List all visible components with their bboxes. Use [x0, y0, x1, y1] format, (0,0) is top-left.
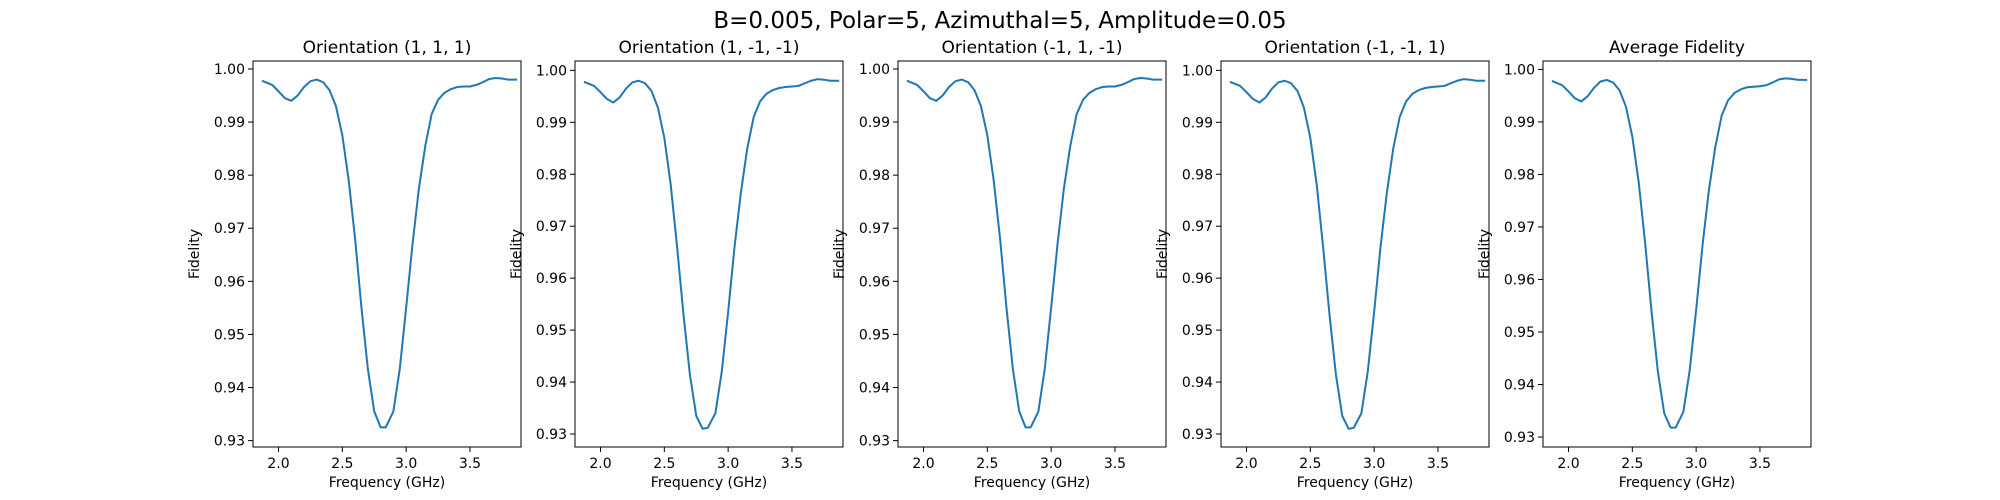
x-tick-label: 3.0	[1363, 456, 1385, 472]
subplot-3: Orientation (-1, 1, -1) 2.0 2.5 3.0 3.5 0.93 0…	[832, 38, 1167, 491]
y-tick-label: 0.96	[859, 274, 890, 290]
x-axis-label: Frequency (GHz)	[329, 475, 445, 491]
y-tick-label: 0.95	[859, 327, 890, 343]
y-tick-label: 0.99	[1504, 115, 1535, 131]
y-tick-label: 0.99	[214, 115, 245, 131]
y-tick-label: 0.94	[1504, 378, 1535, 394]
y-tick-label: 0.94	[859, 381, 890, 397]
figure-suptitle: B=0.005, Polar=5, Azimuthal=5, Amplitude…	[713, 8, 1286, 34]
subplot-title: Orientation (1, -1, -1)	[619, 38, 800, 58]
subplot-4: Orientation (-1, -1, 1) 2.0 2.5 3.0 3.5 0.93 0…	[1155, 38, 1490, 491]
y-tick-label: 0.95	[536, 323, 567, 339]
y-axis-label: Fidelity	[187, 229, 203, 279]
x-tick-label: 2.0	[1557, 456, 1579, 472]
plot-frame	[574, 60, 844, 448]
x-tick-label: 3.0	[1040, 456, 1062, 472]
y-tick-label: 0.98	[536, 167, 567, 183]
y-tick-label: 1.00	[214, 62, 245, 78]
y-tick-label: 0.93	[859, 434, 890, 450]
y-tick-label: 0.97	[536, 219, 567, 235]
y-axis-label: Fidelity	[509, 229, 525, 279]
x-axis-label: Frequency (GHz)	[974, 475, 1090, 491]
y-tick-label: 0.96	[214, 274, 245, 290]
fidelity-line	[583, 78, 840, 430]
y-tick-label: 0.98	[859, 168, 890, 184]
subplot-title: Orientation (-1, 1, -1)	[942, 38, 1123, 58]
y-tick-label: 0.93	[1182, 427, 1213, 443]
y-tick-label: 0.97	[214, 221, 245, 237]
fidelity-line	[1551, 77, 1808, 429]
x-tick-label: 3.0	[1685, 456, 1707, 472]
y-tick-label: 1.00	[1504, 62, 1535, 78]
y-axis-label: Fidelity	[1155, 229, 1171, 279]
x-tick-label: 2.5	[653, 456, 675, 472]
x-axis-label: Frequency (GHz)	[651, 475, 767, 491]
fidelity-line	[906, 76, 1163, 429]
y-tick-label: 0.98	[1182, 167, 1213, 183]
y-tick-label: 0.94	[536, 375, 567, 391]
y-axis-label: Fidelity	[832, 229, 848, 279]
subplot-2: Orientation (1, -1, -1) 2.0 2.5 3.0 3.5 0.93 0…	[509, 38, 844, 491]
y-tick-label: 0.98	[1504, 167, 1535, 183]
subplot-1: Orientation (1, 1, 1) 2.0 2.5 3.0 3.5 0.93 0.9…	[187, 38, 522, 491]
y-tick-label: 0.96	[1182, 271, 1213, 287]
fidelity-line	[261, 76, 518, 429]
x-tick-label: 2.5	[331, 456, 353, 472]
x-tick-label: 2.0	[267, 456, 289, 472]
subplot-grid: Orientation (1, 1, 1) 2.0 2.5 3.0 3.5 0.93 0.9…	[187, 38, 1812, 491]
x-tick-label: 3.5	[1104, 456, 1126, 472]
y-tick-label: 1.00	[1182, 63, 1213, 79]
x-tick-label: 3.0	[395, 456, 417, 472]
y-tick-label: 0.99	[859, 115, 890, 131]
y-tick-label: 0.93	[1504, 430, 1535, 446]
y-tick-label: 0.93	[536, 427, 567, 443]
y-tick-label: 0.96	[536, 271, 567, 287]
plot-frame	[1542, 60, 1812, 448]
subplot-title: Orientation (1, 1, 1)	[303, 38, 472, 58]
y-tick-label: 0.95	[214, 327, 245, 343]
y-tick-label: 1.00	[859, 62, 890, 78]
x-tick-label: 2.0	[589, 456, 611, 472]
y-tick-label: 0.97	[1182, 219, 1213, 235]
subplot-title: Average Fidelity	[1609, 38, 1745, 58]
x-tick-label: 2.0	[1235, 456, 1257, 472]
x-tick-label: 3.5	[459, 456, 481, 472]
y-tick-label: 0.95	[1504, 325, 1535, 341]
x-tick-label: 2.5	[976, 456, 998, 472]
y-tick-label: 0.96	[1504, 272, 1535, 288]
x-tick-label: 2.0	[912, 456, 934, 472]
x-tick-label: 2.5	[1299, 456, 1321, 472]
y-tick-label: 0.99	[1182, 115, 1213, 131]
x-axis-label: Frequency (GHz)	[1619, 475, 1735, 491]
y-tick-label: 0.98	[214, 168, 245, 184]
plot-frame	[252, 60, 522, 448]
y-tick-label: 0.95	[1182, 323, 1213, 339]
y-tick-label: 0.97	[859, 221, 890, 237]
subplot-title: Orientation (-1, -1, 1)	[1265, 38, 1446, 58]
y-tick-label: 1.00	[536, 63, 567, 79]
y-tick-label: 0.94	[214, 381, 245, 397]
x-tick-label: 2.5	[1621, 456, 1643, 472]
y-tick-label: 0.99	[536, 115, 567, 131]
plot-frame	[1220, 60, 1490, 448]
fidelity-line	[1229, 78, 1486, 430]
y-tick-label: 0.94	[1182, 375, 1213, 391]
x-tick-label: 3.5	[781, 456, 803, 472]
y-axis-label: Fidelity	[1477, 229, 1493, 279]
y-tick-label: 0.93	[214, 434, 245, 450]
x-axis-label: Frequency (GHz)	[1297, 475, 1413, 491]
x-tick-label: 3.5	[1427, 456, 1449, 472]
plot-frame	[897, 60, 1167, 448]
y-tick-label: 0.97	[1504, 220, 1535, 236]
x-tick-label: 3.0	[717, 456, 739, 472]
x-tick-label: 3.5	[1749, 456, 1771, 472]
subplot-5: Average Fidelity 2.0 2.5 3.0 3.5 0.93 0.94 0.95…	[1477, 38, 1812, 491]
